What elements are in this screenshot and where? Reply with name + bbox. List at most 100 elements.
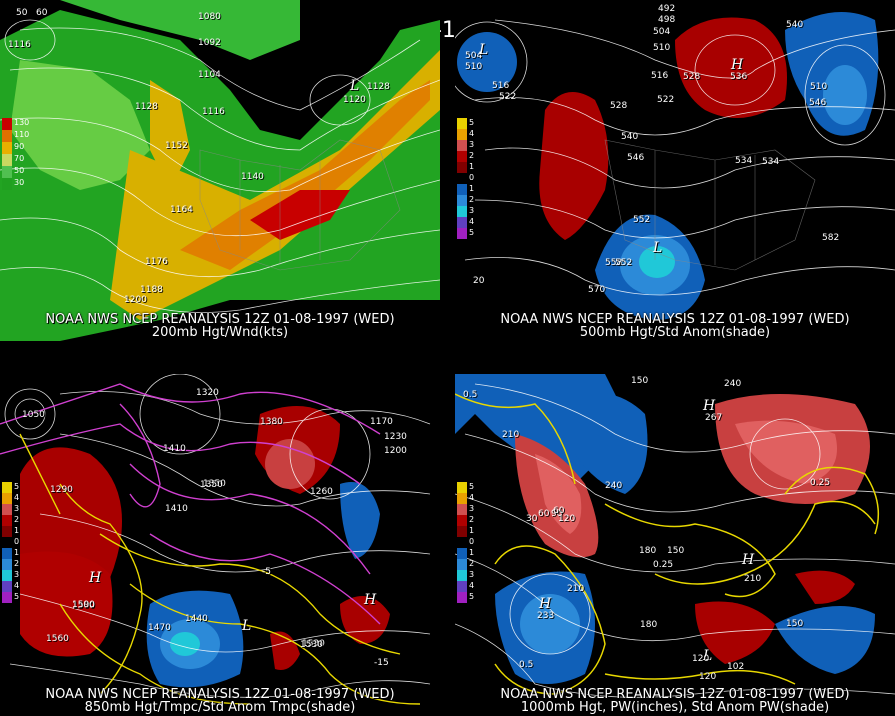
legend-swatch: 5 [457,482,474,493]
legend-swatch: 5 [457,118,474,129]
contour-label: 552 [615,258,633,268]
contour-label: 492 [658,4,676,14]
contour-label: 510 [653,43,671,53]
legend-swatch: 1 [457,548,474,559]
contour-label: 528 [610,101,628,111]
legend-swatch: 2 [2,559,19,570]
contour-label: 1128 [367,82,390,92]
legend-label: 3 [469,504,475,513]
contour-label: 516 [492,81,510,91]
pw-label: 0.5 [463,390,478,400]
caption-line1: NOAA NWS NCEP REANALYSIS 12Z 01-08-1997 … [45,312,395,327]
legend-swatch: 3 [457,140,474,151]
contour-label: 210 [744,574,762,584]
legend-swatch: 4 [457,217,474,228]
contour-label: 150 [786,619,804,629]
map-200mb [0,0,440,341]
legend-label: 5 [469,118,475,127]
legend-label: 1 [14,548,20,557]
legend-swatch: 0 [2,537,19,548]
legend-label: 70 [14,154,25,163]
contour-label: 1410 [163,444,186,454]
contour-label: 150 [631,376,649,386]
low-pressure-label: L [653,240,663,256]
high-pressure-label: H [364,592,377,608]
legend-swatch: 4 [457,493,474,504]
legend-label: 5 [469,592,475,601]
contour-label: 534 [762,157,780,167]
contour-label: 90 [551,509,563,519]
legend-label: 5 [14,482,20,491]
legend-std-anom-tmp: 5 4 3 2 1 0 1 2 3 4 5 [2,482,19,603]
legend-swatch: 1 [457,184,474,195]
legend-label: 3 [14,570,20,579]
legend-swatch: 5 [457,592,474,603]
panel-200mb: 130 110 90 70 50 30 1080 1092 1104 1116 … [0,0,440,341]
legend-swatch: 5 [2,482,19,493]
legend-label: 1 [14,526,20,535]
contour-label: 522 [499,92,517,102]
contour-label: 504 [653,27,671,37]
legend-swatch: 2 [457,195,474,206]
legend-swatch: 1 [457,162,474,173]
contour-label: 1470 [148,623,171,633]
legend-label: 2 [469,559,475,568]
legend-label: 0 [14,537,20,546]
legend-swatch: 1 [2,548,19,559]
legend-swatch: 1 [457,526,474,537]
legend-label: 50 [14,166,25,175]
legend-swatch: 50 [2,166,24,178]
legend-label: 2 [469,195,475,204]
legend-swatch: 2 [457,151,474,162]
contour-label: 1350 [200,480,223,490]
legend-label: 1 [469,548,475,557]
caption-line2: 500mb Hgt/Std Anom(shade) [579,325,771,340]
contour-label: 534 [735,156,753,166]
contour-label: 240 [605,481,623,491]
legend-label: 4 [469,129,475,138]
legend-label: 2 [469,151,475,160]
contour-label: 30 [526,514,538,524]
legend-std-anom: 5 4 3 2 1 0 1 2 3 4 5 [457,118,474,239]
contour-label: 510 [465,62,483,72]
legend-swatch: 1 [2,526,19,537]
legend-label: 3 [469,206,475,215]
high-pressure-label: H [539,596,552,612]
map-850mb [0,374,440,716]
contour-label: 1116 [202,107,225,117]
contour-label: 536 [730,72,748,82]
high-pressure-label: H [731,57,744,73]
contour-label: 1188 [140,285,163,295]
legend-swatch: 3 [2,504,19,515]
contour-label: 1350 [203,479,226,489]
legend-label: 2 [469,515,475,524]
low-pressure-label: L [350,78,360,94]
legend-swatch: 130 [2,118,29,130]
legend-swatch: 90 [2,142,24,154]
contour-label: 570 [588,285,606,295]
caption-line2: 850mb Hgt/Tmpc/Std Anom Tmpc(shade) [84,700,356,715]
contour-label: 1164 [170,205,193,215]
legend-label: 1 [469,162,475,171]
contour-label: 1320 [196,388,219,398]
legend-label: 5 [469,228,475,237]
contour-label: 1560 [46,634,69,644]
contour-label: 546 [809,98,827,108]
contour-label: 1050 [22,410,45,420]
contour-label: 516 [651,71,669,81]
legend-label: 4 [469,493,475,502]
latitude-label: 60 [36,8,48,18]
legend-swatch: 3 [2,570,19,581]
legend-swatch: 4 [457,581,474,592]
legend-label: 0 [469,537,475,546]
contour-label: 1440 [185,614,208,624]
contour-label: 102 [727,662,745,672]
legend-label: 3 [469,140,475,149]
legend-label: 110 [14,130,30,139]
panel-500mb: 5 4 3 2 1 0 1 2 3 4 5 492 498 504 510 51… [455,0,895,341]
contour-label: 582 [822,233,840,243]
contour-label: 1590 [72,600,95,610]
low-pressure-label: L [242,618,252,634]
contour-label: 1104 [198,70,221,80]
high-pressure-label: H [703,398,716,414]
